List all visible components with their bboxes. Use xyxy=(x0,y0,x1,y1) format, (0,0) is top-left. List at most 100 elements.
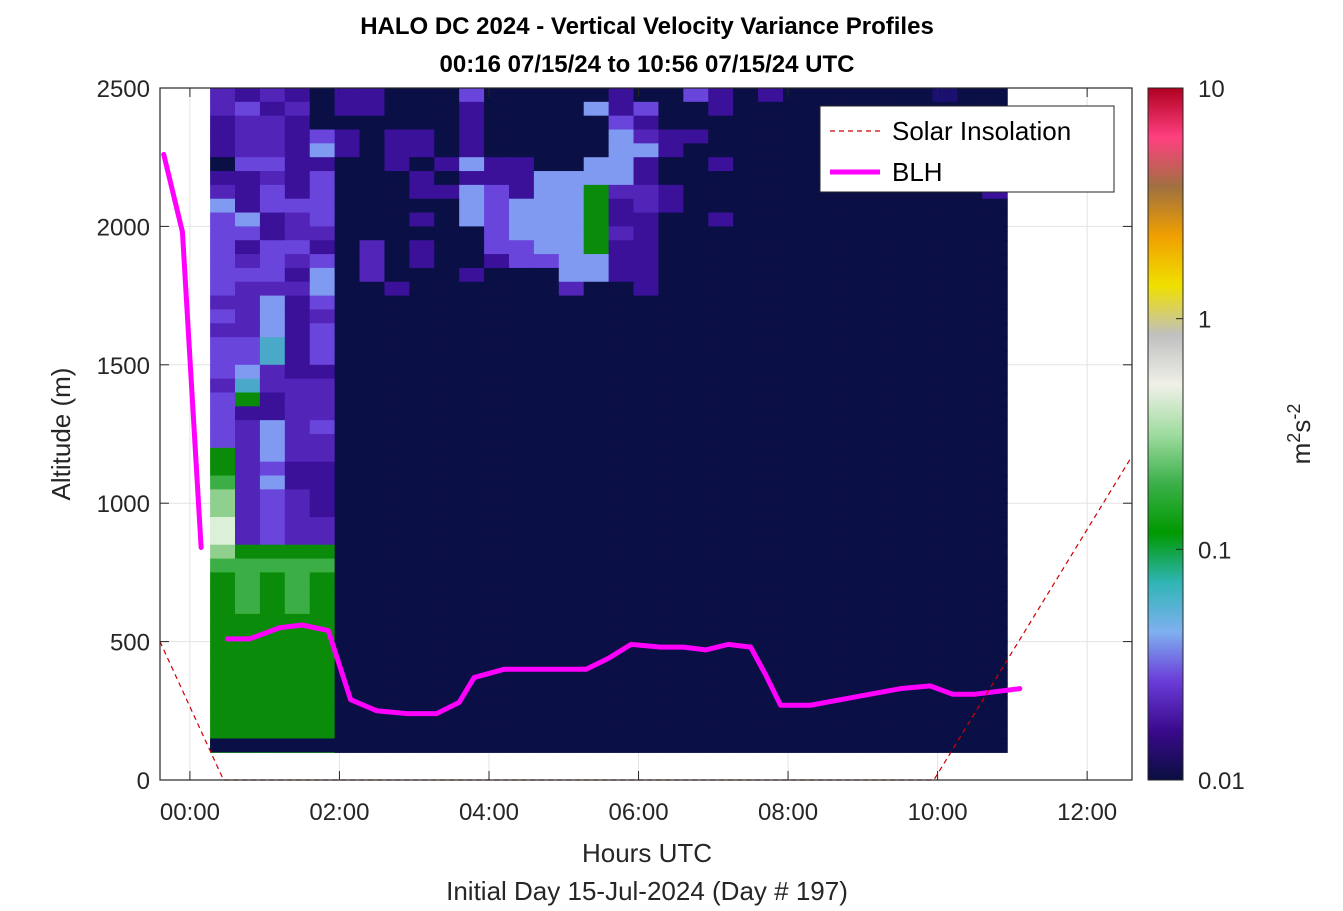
heatmap-cell xyxy=(384,323,410,338)
heatmap-cell xyxy=(409,267,435,283)
heatmap-cell xyxy=(907,226,934,241)
heatmap-cell xyxy=(484,641,510,657)
heatmap-cell xyxy=(932,461,958,477)
heatmap-cell xyxy=(708,157,734,172)
heatmap-cell xyxy=(957,226,983,241)
heatmap-cell xyxy=(857,627,884,643)
heatmap-cell xyxy=(658,724,684,740)
heatmap-cell xyxy=(907,461,934,477)
heatmap-cell xyxy=(259,613,286,629)
heatmap-cell xyxy=(309,212,336,227)
heatmap-cell xyxy=(284,337,311,352)
heatmap-cell xyxy=(932,281,958,297)
heatmap-cell xyxy=(533,184,560,200)
heatmap-cell xyxy=(882,447,909,463)
heatmap-cell xyxy=(235,447,261,463)
heatmap-cell xyxy=(508,572,535,587)
heatmap-cell xyxy=(409,696,435,712)
heatmap-cell xyxy=(957,461,983,477)
heatmap-cell xyxy=(484,143,510,158)
heatmap-cell xyxy=(758,240,784,255)
heatmap-cell xyxy=(409,309,435,324)
heatmap-cell xyxy=(409,600,435,615)
heatmap-cell xyxy=(907,406,934,421)
heatmap-cell xyxy=(284,420,311,435)
heatmap-cell xyxy=(857,378,884,394)
heatmap-cell xyxy=(409,641,435,657)
heatmap-cell xyxy=(733,212,759,227)
heatmap-cell xyxy=(309,337,336,352)
heatmap-cell xyxy=(459,295,485,311)
heatmap-cell xyxy=(633,447,660,463)
heatmap-cell xyxy=(309,184,336,200)
heatmap-cell xyxy=(210,447,236,463)
heatmap-cell xyxy=(857,489,884,504)
heatmap-cell xyxy=(633,364,660,380)
heatmap-cell xyxy=(533,143,560,158)
heatmap-cell xyxy=(758,475,784,490)
heatmap-cell xyxy=(708,115,734,131)
x-tick-label: 02:00 xyxy=(309,799,369,826)
plot-frame xyxy=(159,87,1133,781)
heatmap-cell xyxy=(857,475,884,490)
heatmap-cell xyxy=(982,295,1008,311)
heatmap-cell xyxy=(409,724,435,740)
heatmap-cell xyxy=(832,226,859,241)
heatmap-cell xyxy=(508,613,535,629)
heatmap-cell xyxy=(235,226,261,241)
heatmap-cell xyxy=(907,198,934,214)
heatmap-cell xyxy=(857,350,884,366)
heatmap-cell xyxy=(558,530,585,546)
heatmap-cell xyxy=(733,683,759,698)
heatmap-cell xyxy=(608,281,635,297)
heatmap-cell xyxy=(384,627,410,643)
heatmap-cell xyxy=(708,475,734,490)
heatmap-cell xyxy=(832,461,859,477)
heatmap-cell xyxy=(957,517,983,532)
heatmap-cell xyxy=(235,696,261,712)
heatmap-cell xyxy=(957,544,983,560)
heatmap-cell xyxy=(608,378,635,394)
heatmap-cell xyxy=(758,184,784,200)
heatmap-cell xyxy=(508,267,535,283)
heatmap-cell xyxy=(508,669,535,684)
heatmap-cell xyxy=(608,309,635,324)
heatmap-cell xyxy=(210,530,236,546)
heatmap-cell xyxy=(832,323,859,338)
heatmap-cell xyxy=(683,267,709,283)
heatmap-cell xyxy=(259,143,286,158)
heatmap-cell xyxy=(658,101,684,117)
heatmap-cell xyxy=(932,337,958,352)
heatmap-cell xyxy=(384,212,410,227)
heatmap-cell xyxy=(558,696,585,712)
heatmap-cell xyxy=(658,406,684,421)
heatmap-cell xyxy=(210,669,236,684)
heatmap-cell xyxy=(309,641,336,657)
heatmap-cell xyxy=(708,281,734,297)
heatmap-cell xyxy=(558,447,585,463)
heatmap-cell xyxy=(583,115,610,131)
heatmap-cell xyxy=(633,530,660,546)
heatmap-cell xyxy=(633,544,660,560)
heatmap-cell xyxy=(583,184,610,200)
heatmap-cell xyxy=(608,475,635,490)
heatmap-cell xyxy=(309,517,336,532)
heatmap-cell xyxy=(334,143,361,158)
heatmap-cell xyxy=(807,600,834,615)
heatmap-cell xyxy=(309,669,336,684)
heatmap-cell xyxy=(484,212,510,227)
heatmap-cell xyxy=(807,420,834,435)
heatmap-cell xyxy=(583,641,610,657)
heatmap-cell xyxy=(882,627,909,643)
heatmap-cell xyxy=(309,420,336,435)
heatmap-cell xyxy=(359,434,386,449)
heatmap-cell xyxy=(558,600,585,615)
heatmap-cell xyxy=(384,295,410,311)
heatmap-cell xyxy=(284,627,311,643)
heatmap-cell xyxy=(533,710,560,726)
heatmap-cell xyxy=(359,613,386,629)
heatmap-cell xyxy=(832,724,859,740)
heatmap-cell xyxy=(882,503,909,518)
heatmap-cell xyxy=(932,309,958,324)
heatmap-cell xyxy=(210,323,236,338)
